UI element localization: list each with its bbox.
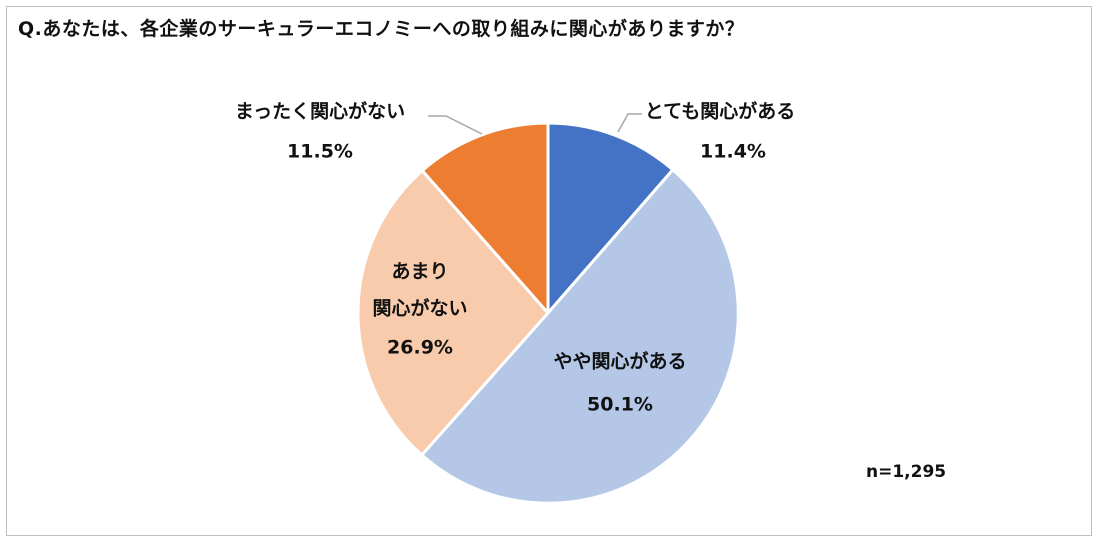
- sample-size-note: n=1,295: [866, 462, 947, 482]
- slice-value-label: 11.4%: [700, 141, 766, 163]
- slice-category-label: あまり: [391, 261, 448, 283]
- slice-value-label: 50.1%: [587, 394, 653, 416]
- slice-category-label: とても関心がある: [645, 100, 795, 123]
- leader-line: [617, 113, 642, 133]
- leader-lines: [428, 113, 642, 135]
- chart-title: Q.あなたは、各企業のサーキュラーエコノミーへの取り組みに関心がありますか？: [18, 18, 745, 40]
- slice-value-label: 26.9%: [387, 337, 453, 359]
- slice-category-label: 関心がない: [372, 297, 467, 320]
- slice-category-label: やや関心がある: [553, 350, 686, 373]
- pie-slices: [356, 121, 740, 505]
- pie-slice-very-interested: [546, 121, 675, 315]
- pie-slice-not-very-interested: [356, 169, 550, 457]
- leader-line: [428, 115, 483, 135]
- pie-slice-not-interested-at-all: [420, 121, 550, 315]
- chart-frame: [6, 6, 1092, 536]
- pie-slice-somewhat-interested: [420, 168, 740, 505]
- slice-category-label: まったく関心がない: [235, 100, 405, 123]
- slice-value-label: 11.5%: [287, 141, 353, 163]
